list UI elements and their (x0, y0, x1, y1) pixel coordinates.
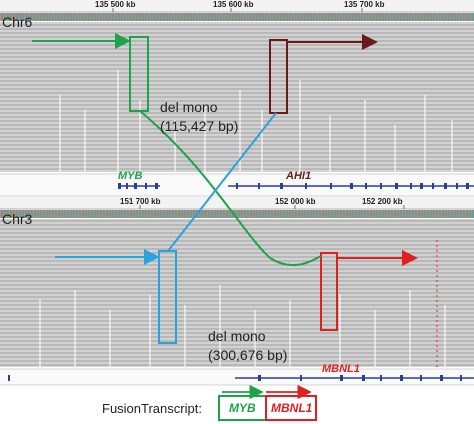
top-ruler-tick-2: 135 600 kb (213, 0, 254, 9)
top-track (0, 0, 474, 197)
myb-mbnl1-connector (139, 110, 322, 267)
fusion-myb-label: MYB (229, 401, 256, 415)
myb-gene-label: MYB (118, 170, 143, 182)
top-deletion-label: del mono (115,427 bp) (160, 98, 238, 136)
top-ruler-tick-1: 135 500 kb (95, 0, 136, 9)
bottom-track (0, 197, 474, 386)
mbnl1-gene-label: MBNL1 (322, 363, 360, 375)
bottom-ruler-tick-1: 151 700 kb (120, 197, 161, 206)
chr6-label: Chr6 (2, 14, 33, 30)
bottom-deletion-label: del mono (300,676 bp) (208, 327, 287, 365)
myb-breakpoint-box (129, 36, 149, 112)
fusion-mbnl1-label: MBNL1 (271, 401, 313, 415)
bottom-deletion-type: del mono (208, 328, 266, 344)
bottom-ruler-tick-3: 152 200 kb (362, 197, 403, 206)
top-deletion-type: del mono (160, 99, 218, 115)
fusion-myb-box (218, 395, 267, 421)
bottom-ruler-tick-2: 152 000 kb (275, 197, 316, 206)
ahi1-breakpoint-box (269, 39, 288, 114)
bottom-deletion-size: (300,676 bp) (208, 347, 288, 363)
fusion-transcript-label: FusionTranscript: (102, 401, 202, 416)
chr3-label: Chr3 (2, 211, 33, 227)
ahi1-chr3-connector (167, 112, 277, 252)
ahi1-gene-label: AHI1 (286, 170, 312, 182)
top-deletion-size: (115,427 bp) (160, 118, 239, 134)
mbnl1-breakpoint-box (320, 252, 338, 331)
fusion-mbnl1-box (265, 395, 317, 421)
chr3-left-breakpoint-box (158, 250, 177, 344)
top-ruler-tick-3: 135 700 kb (344, 0, 385, 9)
